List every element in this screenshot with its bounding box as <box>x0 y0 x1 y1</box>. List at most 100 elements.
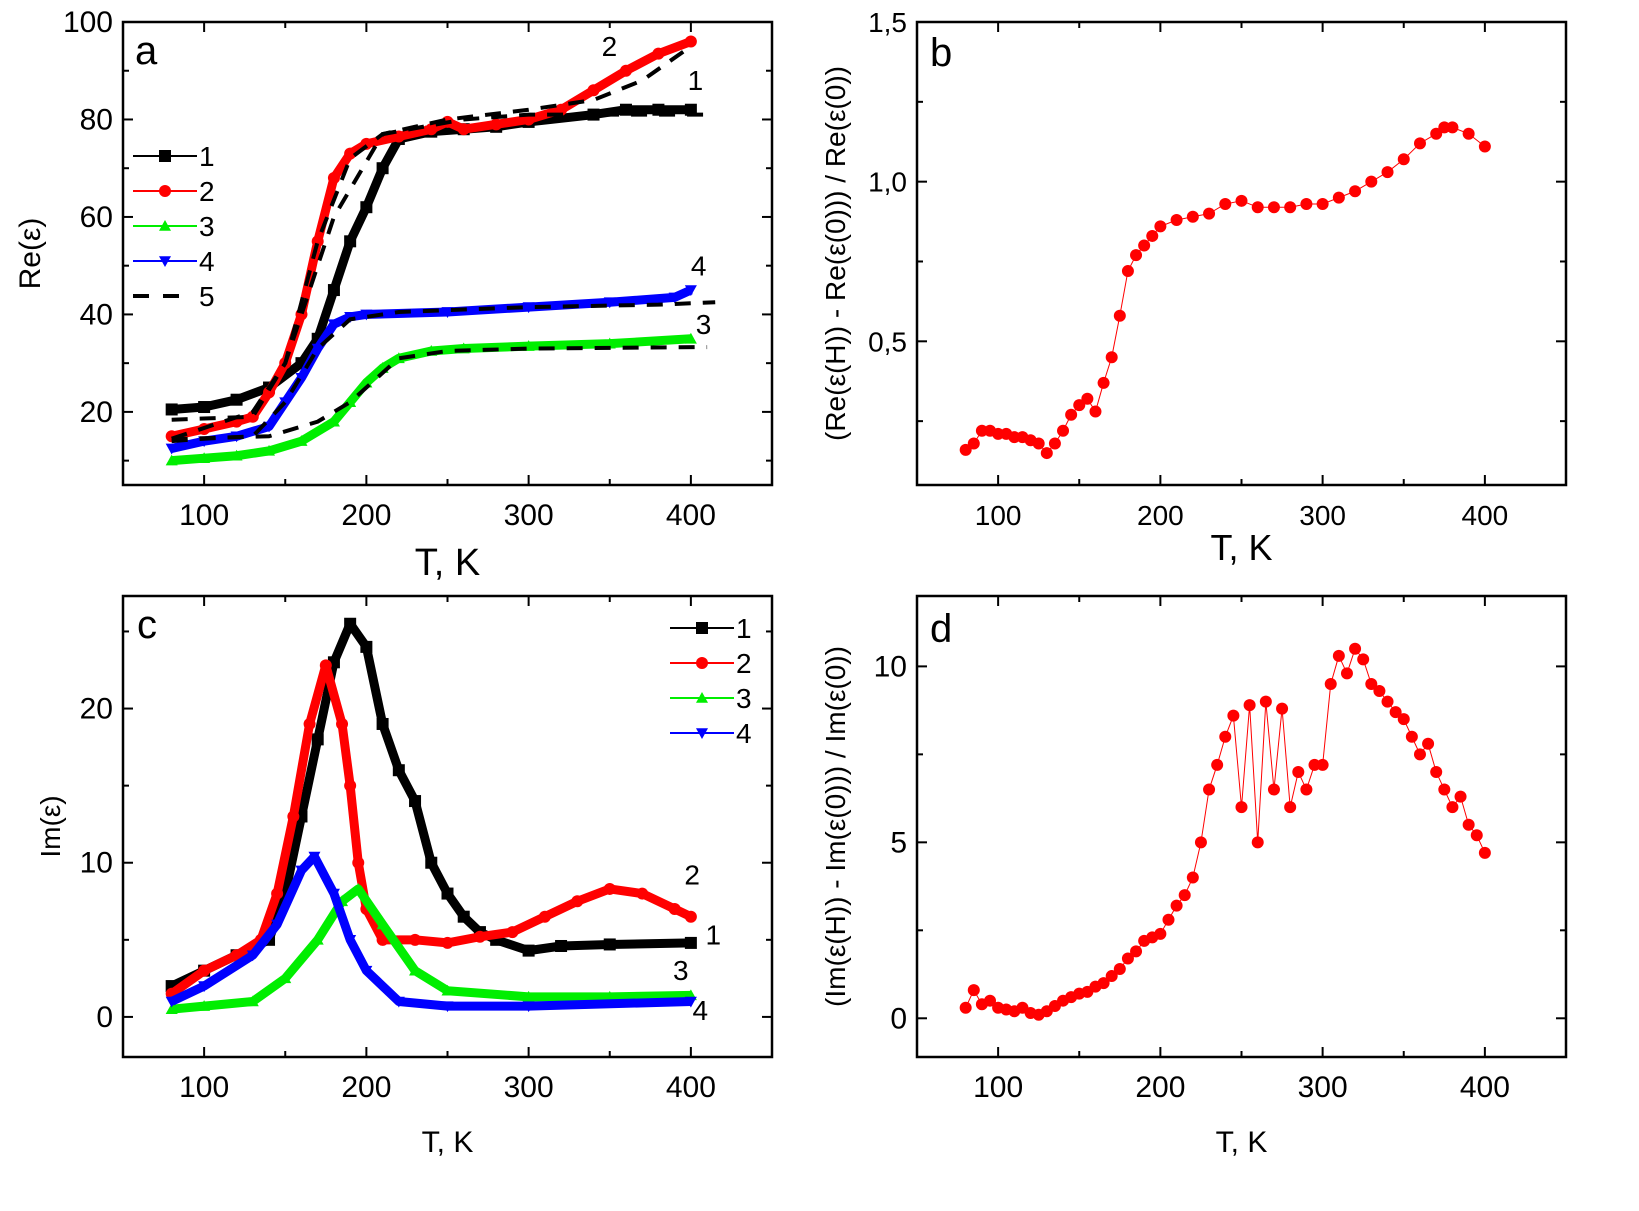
data-point <box>271 887 284 900</box>
data-point <box>441 984 454 996</box>
x-tick-label: 200 <box>341 499 391 532</box>
data-point <box>984 994 997 1007</box>
data-point <box>1430 765 1443 778</box>
legend-marker <box>159 256 171 267</box>
data-point <box>287 810 300 823</box>
data-point <box>392 996 405 1008</box>
data-point <box>1235 801 1248 814</box>
data-point <box>295 865 308 877</box>
series-line <box>169 619 691 991</box>
y-tick-label: 1,5 <box>868 7 907 38</box>
data-point <box>522 302 535 314</box>
data-point <box>1373 685 1386 698</box>
data-point <box>1219 198 1232 211</box>
legend-item-1: 1 <box>670 613 752 644</box>
data-point <box>1478 846 1491 859</box>
data-point <box>603 337 616 349</box>
series-4 <box>165 851 697 1013</box>
legend-marker <box>696 622 708 634</box>
series-line <box>170 37 693 441</box>
data-point <box>684 285 697 297</box>
data-point <box>1397 153 1410 166</box>
legend-label: 2 <box>199 176 215 207</box>
x-tick-label: 300 <box>1298 1071 1348 1104</box>
data-point <box>360 201 373 214</box>
legend-marker <box>159 220 171 231</box>
series-line <box>171 334 692 466</box>
data-point <box>311 343 324 355</box>
data-point <box>1332 191 1345 204</box>
series-1 <box>165 103 697 416</box>
panel-letter: b <box>930 31 952 75</box>
x-tick-label: 400 <box>1462 500 1509 531</box>
legend-item-5: 5 <box>133 281 215 312</box>
data-point <box>1284 201 1297 214</box>
data-point <box>967 984 980 997</box>
legend-label: 1 <box>736 613 752 644</box>
panel-letter: c <box>137 603 157 647</box>
fit-line <box>171 345 708 442</box>
x-axis-label: T, K <box>1210 527 1272 568</box>
legend-label: 4 <box>199 246 215 277</box>
data-point <box>246 950 259 962</box>
y-tick-label: 10 <box>80 847 113 880</box>
legend-label: 4 <box>736 718 752 749</box>
data-point <box>271 919 284 931</box>
panel-a: 100 200 300 400 20 40 60 80 100 T, K Re(ε) a 2 1 4 3 1 2 3… <box>14 6 774 584</box>
legend-marker <box>159 185 171 197</box>
data-point <box>409 964 422 976</box>
curve-label: 4 <box>692 995 708 1026</box>
x-axis-label: T, K <box>422 1126 474 1159</box>
x-tick-label: 300 <box>1299 500 1346 531</box>
x-axis-label: T, K <box>415 542 480 584</box>
data-point <box>1430 127 1443 140</box>
data-point <box>311 733 324 746</box>
data-point <box>1113 963 1126 976</box>
data-point <box>409 795 422 808</box>
data-point <box>1203 207 1216 220</box>
data-point <box>1251 836 1264 849</box>
x-tick-label: 100 <box>975 500 1022 531</box>
curve-label: 1 <box>688 65 704 96</box>
curve-label: 3 <box>673 955 689 986</box>
data-point <box>538 910 551 923</box>
data-point <box>425 856 438 869</box>
data-point <box>295 435 308 446</box>
data-point <box>587 108 600 121</box>
data-point <box>1324 677 1337 690</box>
data-point <box>1446 801 1459 814</box>
data-point <box>198 401 211 414</box>
data-point <box>1316 198 1329 211</box>
data-point <box>246 995 259 1007</box>
data-point <box>1073 399 1086 412</box>
series-d <box>959 642 1491 1021</box>
legend-label: 3 <box>736 683 752 714</box>
data-point <box>165 403 178 416</box>
data-point <box>319 659 332 672</box>
data-point <box>230 393 243 406</box>
plot-area <box>959 121 1491 460</box>
data-point <box>1235 194 1248 207</box>
data-point <box>684 910 697 923</box>
data-point <box>619 64 632 77</box>
data-point <box>1178 889 1191 902</box>
legend-item-1: 1 <box>133 141 215 172</box>
data-point <box>1081 392 1094 405</box>
legend-item-3: 3 <box>670 683 752 714</box>
y-tick-label: 80 <box>80 103 113 136</box>
panel-letter: d <box>930 607 952 651</box>
fit-line <box>171 44 693 441</box>
series-line <box>170 285 693 453</box>
legend: 1 2 3 4 5 <box>133 141 215 312</box>
data-point <box>684 332 697 344</box>
data-point <box>571 895 584 908</box>
data-point <box>1251 201 1264 214</box>
data-point <box>1332 649 1345 662</box>
data-point <box>457 123 470 136</box>
fit-line <box>171 112 708 422</box>
legend-marker <box>159 150 171 162</box>
data-point <box>1381 166 1394 179</box>
plot-frame <box>121 20 774 487</box>
data-point <box>409 933 422 946</box>
